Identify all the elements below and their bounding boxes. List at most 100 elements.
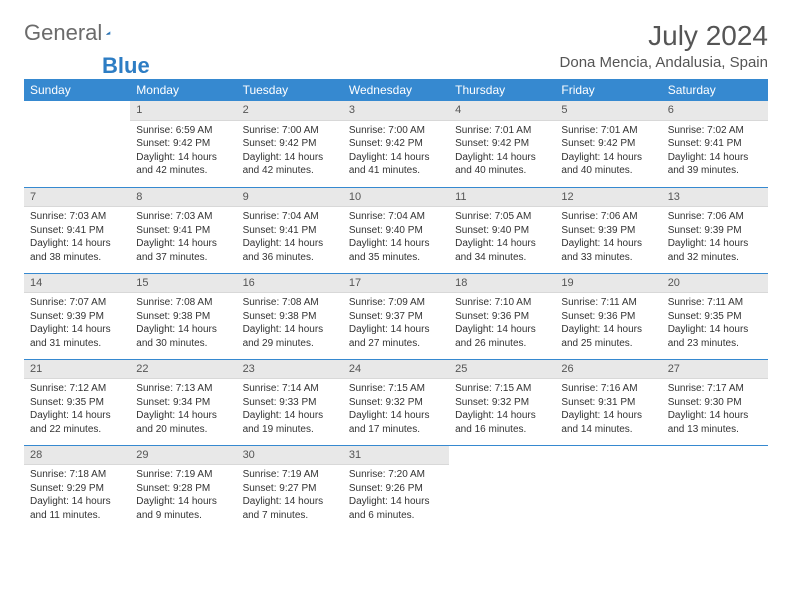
daylight-line: Daylight: 14 hours and 11 minutes. bbox=[30, 495, 124, 522]
day-number: 31 bbox=[343, 446, 449, 466]
day-body: Sunrise: 7:18 AMSunset: 9:29 PMDaylight:… bbox=[24, 465, 130, 526]
sunset-line: Sunset: 9:41 PM bbox=[136, 224, 230, 238]
day-body: Sunrise: 7:01 AMSunset: 9:42 PMDaylight:… bbox=[449, 121, 555, 182]
day-number: 6 bbox=[662, 101, 768, 121]
calendar-day-cell: 28Sunrise: 7:18 AMSunset: 9:29 PMDayligh… bbox=[24, 445, 130, 531]
weekday-header: Saturday bbox=[662, 79, 768, 101]
sunset-line: Sunset: 9:41 PM bbox=[243, 224, 337, 238]
daylight-line: Daylight: 14 hours and 13 minutes. bbox=[668, 409, 762, 436]
sunset-line: Sunset: 9:38 PM bbox=[243, 310, 337, 324]
day-body: Sunrise: 7:19 AMSunset: 9:27 PMDaylight:… bbox=[237, 465, 343, 526]
sunset-line: Sunset: 9:40 PM bbox=[455, 224, 549, 238]
calendar-day-cell: 7Sunrise: 7:03 AMSunset: 9:41 PMDaylight… bbox=[24, 187, 130, 273]
calendar-week-row: 14Sunrise: 7:07 AMSunset: 9:39 PMDayligh… bbox=[24, 273, 768, 359]
day-body: Sunrise: 7:03 AMSunset: 9:41 PMDaylight:… bbox=[130, 207, 236, 268]
daylight-line: Daylight: 14 hours and 9 minutes. bbox=[136, 495, 230, 522]
day-body: Sunrise: 7:05 AMSunset: 9:40 PMDaylight:… bbox=[449, 207, 555, 268]
calendar-body: 1Sunrise: 6:59 AMSunset: 9:42 PMDaylight… bbox=[24, 101, 768, 531]
weekday-header: Tuesday bbox=[237, 79, 343, 101]
daylight-line: Daylight: 14 hours and 42 minutes. bbox=[136, 151, 230, 178]
day-number: 29 bbox=[130, 446, 236, 466]
day-number: 23 bbox=[237, 360, 343, 380]
sunset-line: Sunset: 9:34 PM bbox=[136, 396, 230, 410]
sunrise-line: Sunrise: 7:03 AM bbox=[30, 210, 124, 224]
day-body: Sunrise: 7:14 AMSunset: 9:33 PMDaylight:… bbox=[237, 379, 343, 440]
sunset-line: Sunset: 9:30 PM bbox=[668, 396, 762, 410]
sunset-line: Sunset: 9:42 PM bbox=[136, 137, 230, 151]
daylight-line: Daylight: 14 hours and 34 minutes. bbox=[455, 237, 549, 264]
daylight-line: Daylight: 14 hours and 20 minutes. bbox=[136, 409, 230, 436]
day-number: 19 bbox=[555, 274, 661, 294]
sunset-line: Sunset: 9:35 PM bbox=[668, 310, 762, 324]
calendar-day-cell bbox=[449, 445, 555, 531]
day-number: 16 bbox=[237, 274, 343, 294]
daylight-line: Daylight: 14 hours and 27 minutes. bbox=[349, 323, 443, 350]
daylight-line: Daylight: 14 hours and 37 minutes. bbox=[136, 237, 230, 264]
sunrise-line: Sunrise: 7:13 AM bbox=[136, 382, 230, 396]
sunrise-line: Sunrise: 7:00 AM bbox=[349, 124, 443, 138]
sunset-line: Sunset: 9:36 PM bbox=[561, 310, 655, 324]
day-body: Sunrise: 7:15 AMSunset: 9:32 PMDaylight:… bbox=[343, 379, 449, 440]
sunset-line: Sunset: 9:31 PM bbox=[561, 396, 655, 410]
logo-triangle-icon bbox=[106, 24, 110, 42]
sunset-line: Sunset: 9:32 PM bbox=[455, 396, 549, 410]
day-body: Sunrise: 7:00 AMSunset: 9:42 PMDaylight:… bbox=[237, 121, 343, 182]
day-body: Sunrise: 7:09 AMSunset: 9:37 PMDaylight:… bbox=[343, 293, 449, 354]
sunrise-line: Sunrise: 7:11 AM bbox=[561, 296, 655, 310]
sunrise-line: Sunrise: 7:19 AM bbox=[136, 468, 230, 482]
sunset-line: Sunset: 9:38 PM bbox=[136, 310, 230, 324]
calendar-week-row: 28Sunrise: 7:18 AMSunset: 9:29 PMDayligh… bbox=[24, 445, 768, 531]
calendar-day-cell: 10Sunrise: 7:04 AMSunset: 9:40 PMDayligh… bbox=[343, 187, 449, 273]
daylight-line: Daylight: 14 hours and 6 minutes. bbox=[349, 495, 443, 522]
sunset-line: Sunset: 9:40 PM bbox=[349, 224, 443, 238]
day-number: 30 bbox=[237, 446, 343, 466]
daylight-line: Daylight: 14 hours and 33 minutes. bbox=[561, 237, 655, 264]
weekday-header: Sunday bbox=[24, 79, 130, 101]
calendar-day-cell: 27Sunrise: 7:17 AMSunset: 9:30 PMDayligh… bbox=[662, 359, 768, 445]
sunrise-line: Sunrise: 7:19 AM bbox=[243, 468, 337, 482]
calendar-day-cell: 2Sunrise: 7:00 AMSunset: 9:42 PMDaylight… bbox=[237, 101, 343, 187]
day-body: Sunrise: 7:12 AMSunset: 9:35 PMDaylight:… bbox=[24, 379, 130, 440]
sunset-line: Sunset: 9:28 PM bbox=[136, 482, 230, 496]
day-number: 13 bbox=[662, 188, 768, 208]
day-body: Sunrise: 7:02 AMSunset: 9:41 PMDaylight:… bbox=[662, 121, 768, 182]
calendar-day-cell: 19Sunrise: 7:11 AMSunset: 9:36 PMDayligh… bbox=[555, 273, 661, 359]
sunrise-line: Sunrise: 7:16 AM bbox=[561, 382, 655, 396]
month-title: July 2024 bbox=[560, 20, 768, 52]
sunrise-line: Sunrise: 7:02 AM bbox=[668, 124, 762, 138]
day-number: 9 bbox=[237, 188, 343, 208]
sunset-line: Sunset: 9:42 PM bbox=[243, 137, 337, 151]
calendar-day-cell bbox=[662, 445, 768, 531]
calendar-day-cell: 21Sunrise: 7:12 AMSunset: 9:35 PMDayligh… bbox=[24, 359, 130, 445]
sunrise-line: Sunrise: 7:18 AM bbox=[30, 468, 124, 482]
day-number: 12 bbox=[555, 188, 661, 208]
daylight-line: Daylight: 14 hours and 38 minutes. bbox=[30, 237, 124, 264]
day-body: Sunrise: 7:19 AMSunset: 9:28 PMDaylight:… bbox=[130, 465, 236, 526]
day-body: Sunrise: 7:06 AMSunset: 9:39 PMDaylight:… bbox=[662, 207, 768, 268]
daylight-line: Daylight: 14 hours and 40 minutes. bbox=[455, 151, 549, 178]
daylight-line: Daylight: 14 hours and 26 minutes. bbox=[455, 323, 549, 350]
day-number: 22 bbox=[130, 360, 236, 380]
sunset-line: Sunset: 9:32 PM bbox=[349, 396, 443, 410]
day-number: 5 bbox=[555, 101, 661, 121]
sunrise-line: Sunrise: 7:15 AM bbox=[349, 382, 443, 396]
day-number: 10 bbox=[343, 188, 449, 208]
weekday-header: Thursday bbox=[449, 79, 555, 101]
day-body: Sunrise: 6:59 AMSunset: 9:42 PMDaylight:… bbox=[130, 121, 236, 182]
calendar-day-cell: 4Sunrise: 7:01 AMSunset: 9:42 PMDaylight… bbox=[449, 101, 555, 187]
calendar-day-cell bbox=[555, 445, 661, 531]
calendar-day-cell: 29Sunrise: 7:19 AMSunset: 9:28 PMDayligh… bbox=[130, 445, 236, 531]
day-body: Sunrise: 7:08 AMSunset: 9:38 PMDaylight:… bbox=[130, 293, 236, 354]
sunrise-line: Sunrise: 7:01 AM bbox=[561, 124, 655, 138]
weekday-header: Wednesday bbox=[343, 79, 449, 101]
brand-part1: General bbox=[24, 20, 102, 46]
calendar-day-cell: 31Sunrise: 7:20 AMSunset: 9:26 PMDayligh… bbox=[343, 445, 449, 531]
sunrise-line: Sunrise: 7:08 AM bbox=[243, 296, 337, 310]
daylight-line: Daylight: 14 hours and 7 minutes. bbox=[243, 495, 337, 522]
daylight-line: Daylight: 14 hours and 39 minutes. bbox=[668, 151, 762, 178]
calendar-day-cell: 30Sunrise: 7:19 AMSunset: 9:27 PMDayligh… bbox=[237, 445, 343, 531]
day-body: Sunrise: 7:11 AMSunset: 9:36 PMDaylight:… bbox=[555, 293, 661, 354]
calendar-day-cell: 15Sunrise: 7:08 AMSunset: 9:38 PMDayligh… bbox=[130, 273, 236, 359]
day-body: Sunrise: 7:00 AMSunset: 9:42 PMDaylight:… bbox=[343, 121, 449, 182]
daylight-line: Daylight: 14 hours and 40 minutes. bbox=[561, 151, 655, 178]
